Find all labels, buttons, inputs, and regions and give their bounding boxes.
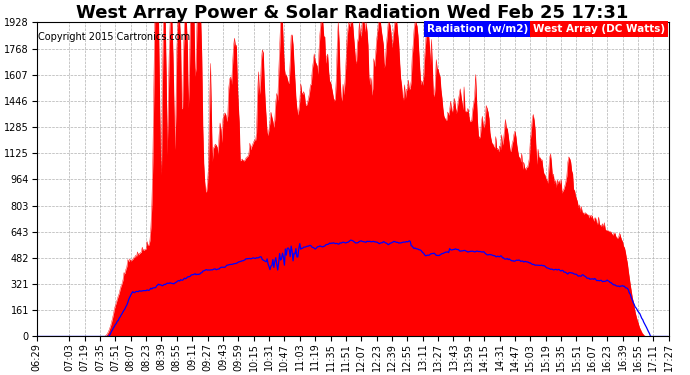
Text: Radiation (w/m2): Radiation (w/m2) — [426, 24, 528, 34]
Text: Copyright 2015 Cartronics.com: Copyright 2015 Cartronics.com — [38, 32, 190, 42]
Title: West Array Power & Solar Radiation Wed Feb 25 17:31: West Array Power & Solar Radiation Wed F… — [77, 4, 629, 22]
Text: West Array (DC Watts): West Array (DC Watts) — [533, 24, 665, 34]
